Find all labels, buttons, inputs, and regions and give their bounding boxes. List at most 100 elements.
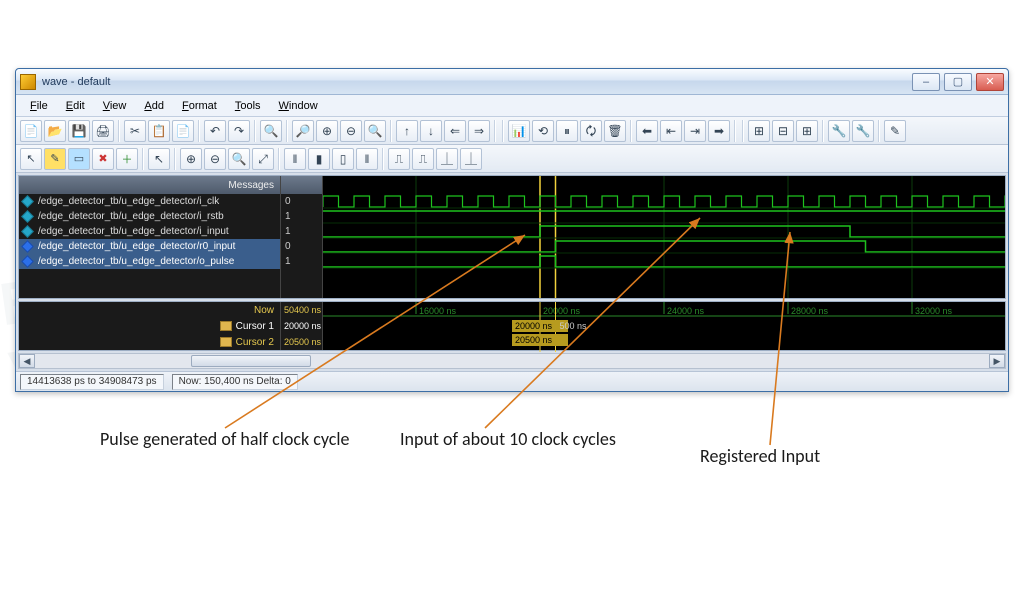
svg-text:20000 ns: 20000 ns — [543, 306, 581, 316]
toolbar-button[interactable]: ⤢ — [252, 148, 274, 170]
toolbar-button[interactable]: ⏊ — [436, 148, 458, 170]
toolbar-button[interactable]: ✂ — [124, 120, 146, 142]
cursor-label[interactable]: Cursor 2 — [19, 334, 280, 350]
menu-tools[interactable]: Tools — [227, 98, 269, 114]
toolbar-button[interactable]: ↖ — [148, 148, 170, 170]
menu-edit[interactable]: Edit — [58, 98, 93, 114]
toolbar-button[interactable]: 📂 — [44, 120, 66, 142]
value-panel: 01101 — [281, 176, 323, 298]
toolbar-button[interactable]: ⊕ — [180, 148, 202, 170]
minimize-button[interactable]: – — [912, 73, 940, 91]
app-icon — [20, 74, 36, 90]
toolbar-button[interactable]: ⬅ — [636, 120, 658, 142]
toolbar-button[interactable]: 🔍 — [228, 148, 250, 170]
edit-tool[interactable]: ✎ — [44, 148, 66, 170]
toolbar-button[interactable]: 🔧 — [852, 120, 874, 142]
signal-list: /edge_detector_tb/u_edge_detector/i_clk /… — [19, 194, 280, 298]
toolbar-button[interactable]: ⇥ — [684, 120, 706, 142]
toolbar-button[interactable]: 🔎 — [292, 120, 314, 142]
delete-tool[interactable]: ✖ — [92, 148, 114, 170]
toolbar-button[interactable]: 🔍 — [364, 120, 386, 142]
signal-name: /edge_detector_tb/u_edge_detector/r0_inp… — [38, 241, 235, 252]
toolbar-button[interactable]: ⊖ — [340, 120, 362, 142]
toolbar-button[interactable]: ⇐ — [444, 120, 466, 142]
signal-row[interactable]: /edge_detector_tb/u_edge_detector/r0_inp… — [19, 239, 280, 254]
window-title: wave - default — [42, 76, 912, 88]
svg-text:20500 ns: 20500 ns — [515, 335, 553, 345]
menu-add[interactable]: Add — [136, 98, 172, 114]
toolbar-button[interactable]: ‖ — [356, 148, 378, 170]
toolbar-button[interactable]: ✎ — [884, 120, 906, 142]
signal-row[interactable]: /edge_detector_tb/u_edge_detector/i_rstb — [19, 209, 280, 224]
select-tool[interactable]: ▭ — [68, 148, 90, 170]
toolbar-button[interactable]: ⇒ — [468, 120, 490, 142]
scroll-right-button[interactable]: ▶ — [989, 354, 1005, 368]
svg-text:32000 ns: 32000 ns — [915, 306, 953, 316]
toolbar-button[interactable]: ↷ — [228, 120, 250, 142]
toolbar-button[interactable]: 📋 — [148, 120, 170, 142]
toolbar-button[interactable]: ⏸ — [556, 120, 578, 142]
cursor-area: NowCursor 1Cursor 2 50400 ns20000 ns2050… — [18, 301, 1006, 351]
scroll-thumb[interactable] — [191, 355, 311, 367]
close-button[interactable]: ✕ — [976, 73, 1004, 91]
toolbar-button[interactable]: ↑ — [396, 120, 418, 142]
wave-canvas[interactable] — [323, 176, 1005, 298]
cursor-value: 50400 ns — [281, 302, 322, 318]
signal-row[interactable]: /edge_detector_tb/u_edge_detector/i_clk — [19, 194, 280, 209]
toolbar-button[interactable]: ↶ — [204, 120, 226, 142]
app-window: wave - default – ▢ ✕ FileEditViewAddForm… — [15, 68, 1009, 392]
menu-view[interactable]: View — [95, 98, 135, 114]
add-tool[interactable]: ＋ — [116, 148, 138, 170]
toolbar-button[interactable]: ➡ — [708, 120, 730, 142]
toolbar-button[interactable]: 📄 — [172, 120, 194, 142]
toolbar-button[interactable]: ↓ — [420, 120, 442, 142]
toolbar-button[interactable]: 📊 — [508, 120, 530, 142]
signal-header: Messages — [19, 176, 280, 194]
signal-row[interactable]: /edge_detector_tb/u_edge_detector/i_inpu… — [19, 224, 280, 239]
signal-name: /edge_detector_tb/u_edge_detector/i_rstb — [38, 211, 224, 222]
toolbar-button[interactable]: 📄 — [20, 120, 42, 142]
toolbar-button[interactable]: ⎍ — [388, 148, 410, 170]
maximize-button[interactable]: ▢ — [944, 73, 972, 91]
toolbar-button[interactable]: 🔍 — [260, 120, 282, 142]
ruler-canvas[interactable]: 16000 ns20000 ns24000 ns28000 ns32000 ns… — [323, 302, 1005, 350]
signal-row[interactable]: /edge_detector_tb/u_edge_detector/o_puls… — [19, 254, 280, 269]
toolbar-button[interactable]: ▯ — [332, 148, 354, 170]
annotation-label-3: Registered Input — [700, 445, 820, 467]
toolbar-button[interactable]: ⏊ — [460, 148, 482, 170]
cursor-label[interactable]: Now — [19, 302, 280, 318]
menu-format[interactable]: Format — [174, 98, 225, 114]
toolbar-button[interactable]: ⎍ — [412, 148, 434, 170]
toolbar-button[interactable]: 💾 — [68, 120, 90, 142]
toolbar-button[interactable]: ⟲ — [532, 120, 554, 142]
signal-icon — [21, 225, 34, 238]
signal-icon — [21, 210, 34, 223]
value-list: 01101 — [281, 194, 322, 269]
cursor-label[interactable]: Cursor 1 — [19, 318, 280, 334]
menu-file[interactable]: File — [22, 98, 56, 114]
cursor-tool[interactable]: ↖ — [20, 148, 42, 170]
scroll-left-button[interactable]: ◀ — [19, 354, 35, 368]
menu-window[interactable]: Window — [271, 98, 326, 114]
toolbar-button[interactable]: ⊖ — [204, 148, 226, 170]
window-controls: – ▢ ✕ — [912, 73, 1004, 91]
toolbar-button[interactable]: ⊞ — [748, 120, 770, 142]
cursor-values: 50400 ns20000 ns20500 ns — [281, 302, 323, 350]
svg-text:28000 ns: 28000 ns — [791, 306, 829, 316]
toolbar-button[interactable]: ⊕ — [316, 120, 338, 142]
toolbar-button[interactable]: 🗘 — [580, 120, 602, 142]
toolbar-button[interactable]: 🔧 — [828, 120, 850, 142]
toolbar-button[interactable]: 🖨 — [92, 120, 114, 142]
toolbar-button[interactable]: ‖ — [284, 148, 306, 170]
toolbar-button[interactable]: 🗑 — [604, 120, 626, 142]
signal-icon — [21, 240, 34, 253]
horizontal-scrollbar[interactable]: ◀ ▶ — [18, 353, 1006, 369]
toolbar-button[interactable]: ⊞ — [796, 120, 818, 142]
toolbar-button[interactable]: ▮ — [308, 148, 330, 170]
cursor-labels: NowCursor 1Cursor 2 — [19, 302, 281, 350]
signal-panel: Messages /edge_detector_tb/u_edge_detect… — [19, 176, 281, 298]
toolbar-button[interactable]: ⇤ — [660, 120, 682, 142]
toolbar-button[interactable]: ⊟ — [772, 120, 794, 142]
svg-text:500 ns: 500 ns — [560, 321, 588, 331]
value-header — [281, 176, 322, 194]
